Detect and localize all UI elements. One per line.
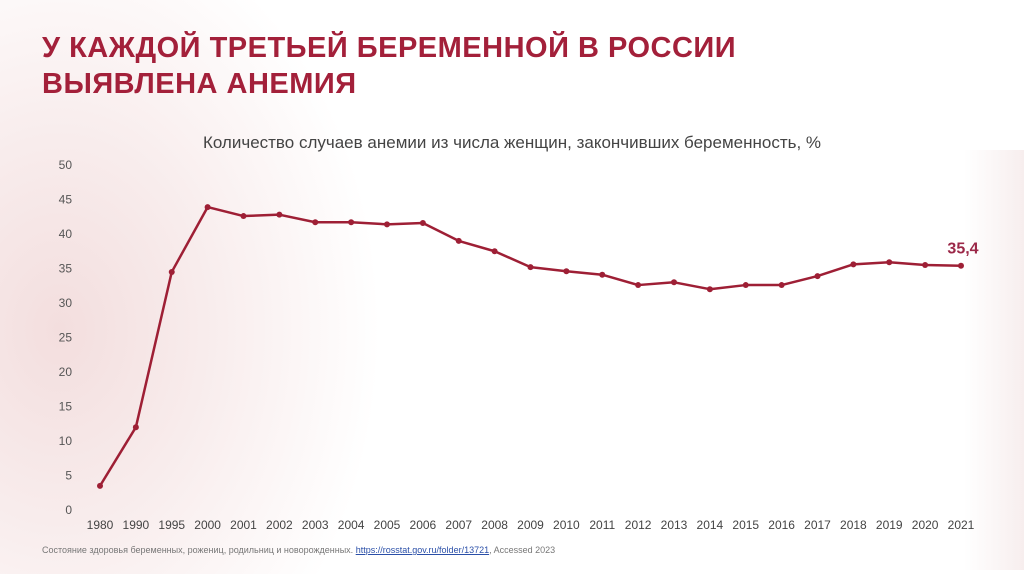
data-point (922, 262, 929, 269)
data-point (742, 282, 749, 289)
y-tick-label: 15 (59, 400, 73, 414)
series-line (98, 205, 962, 487)
y-tick-label: 35 (59, 262, 73, 276)
chart-title: Количество случаев анемии из числа женщи… (0, 133, 1024, 153)
y-tick-label: 45 (59, 193, 73, 207)
data-point (850, 261, 857, 268)
x-tick-label: 2016 (768, 518, 795, 532)
data-point (168, 268, 175, 275)
y-tick-label: 0 (65, 503, 72, 517)
data-point (814, 273, 821, 280)
x-tick-label: 2012 (625, 518, 652, 532)
data-point (635, 282, 642, 289)
background-decoration (964, 150, 1024, 570)
x-tick-label: 1990 (123, 518, 150, 532)
data-point (563, 268, 570, 275)
footer-text: Состояние здоровья беременных, рожениц, … (42, 545, 356, 555)
x-tick-label: 2017 (804, 518, 831, 532)
data-point (204, 204, 211, 211)
data-point (384, 221, 390, 228)
data-point (312, 219, 319, 226)
footer-source: Состояние здоровья беременных, рожениц, … (42, 545, 555, 555)
source-link[interactable]: https://rosstat.gov.ru/folder/13721 (355, 545, 490, 555)
x-tick-label: 2002 (266, 518, 293, 532)
x-tick-label: 1980 (87, 518, 114, 532)
x-tick-label: 2021 (948, 518, 975, 532)
x-tick-label: 2009 (517, 518, 544, 532)
data-label: 35,4 (947, 241, 978, 258)
x-tick-label: 2008 (481, 518, 508, 532)
data-point (97, 482, 103, 489)
x-tick-label: 2013 (661, 518, 688, 532)
page-title: У КАЖДОЙ ТРЕТЬЕЙ БЕРЕМЕННОЙ В РОССИИ ВЫЯ… (42, 32, 737, 100)
y-tick-label: 20 (59, 365, 73, 379)
data-point (491, 248, 498, 255)
y-tick-label: 25 (59, 331, 73, 345)
x-tick-label: 1995 (158, 518, 185, 532)
y-tick-label: 5 (65, 469, 72, 483)
data-point (419, 219, 426, 226)
data-point (132, 424, 139, 431)
x-tick-label: 2014 (697, 518, 724, 532)
x-tick-label: 2011 (589, 518, 615, 532)
data-point (706, 286, 713, 293)
y-tick-label: 40 (59, 227, 73, 241)
x-tick-label: 2005 (374, 518, 401, 532)
data-point (240, 213, 247, 220)
x-tick-label: 2004 (338, 518, 365, 532)
data-point (671, 279, 677, 286)
footer-suffix: , Accessed 2023 (489, 545, 556, 555)
y-tick-label: 50 (59, 158, 73, 172)
y-tick-label: 30 (59, 296, 73, 310)
data-point (958, 262, 964, 269)
y-tick-label: 10 (59, 434, 73, 448)
x-tick-label: 2007 (445, 518, 472, 532)
data-point (527, 264, 534, 271)
x-tick-label: 2019 (876, 518, 903, 532)
chart-title-text: Количество случаев анемии из числа женщи… (202, 133, 822, 152)
x-tick-label: 2003 (302, 518, 329, 532)
data-point (276, 211, 283, 218)
x-tick-label: 2010 (553, 518, 580, 532)
x-tick-label: 2020 (912, 518, 939, 532)
data-point (886, 259, 893, 266)
x-tick-label: 2000 (194, 518, 221, 532)
data-point (455, 237, 462, 244)
x-tick-label: 2001 (230, 518, 257, 532)
data-point (348, 219, 355, 226)
data-point (599, 271, 606, 278)
data-point (778, 282, 785, 289)
x-tick-label: 2018 (840, 518, 867, 532)
x-tick-label: 2006 (410, 518, 437, 532)
x-tick-label: 2015 (732, 518, 759, 532)
